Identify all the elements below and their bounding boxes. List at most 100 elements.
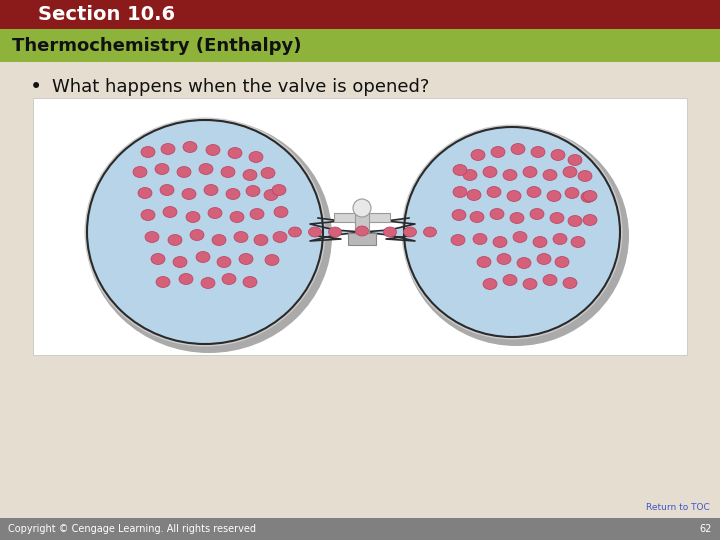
Ellipse shape (87, 120, 323, 344)
Ellipse shape (403, 227, 416, 237)
Ellipse shape (356, 226, 369, 236)
Bar (334, 213, 390, 222)
Ellipse shape (156, 276, 170, 287)
Ellipse shape (404, 127, 620, 337)
Ellipse shape (272, 185, 286, 195)
Ellipse shape (463, 170, 477, 180)
Ellipse shape (483, 166, 497, 178)
Text: What happens when the valve is opened?: What happens when the valve is opened? (52, 78, 429, 96)
Ellipse shape (161, 144, 175, 154)
Ellipse shape (160, 185, 174, 195)
Ellipse shape (453, 165, 467, 176)
Ellipse shape (163, 206, 177, 218)
Bar (0, 29, 720, 62)
Ellipse shape (563, 166, 577, 178)
Ellipse shape (201, 278, 215, 288)
Ellipse shape (510, 213, 524, 224)
Ellipse shape (243, 170, 257, 180)
Ellipse shape (173, 256, 187, 267)
Ellipse shape (491, 146, 505, 158)
Ellipse shape (565, 187, 579, 199)
Ellipse shape (513, 232, 527, 242)
Bar (33, 98, 687, 355)
Ellipse shape (507, 191, 521, 201)
Ellipse shape (179, 273, 193, 285)
Ellipse shape (503, 274, 517, 286)
Ellipse shape (217, 256, 231, 267)
Ellipse shape (487, 186, 501, 198)
Ellipse shape (453, 186, 467, 198)
Ellipse shape (226, 188, 240, 199)
Ellipse shape (568, 215, 582, 226)
Polygon shape (310, 218, 415, 241)
Text: 62: 62 (700, 524, 712, 534)
Ellipse shape (473, 233, 487, 245)
Ellipse shape (533, 237, 547, 247)
Bar (0, 0, 720, 29)
Ellipse shape (550, 213, 564, 224)
Ellipse shape (183, 141, 197, 152)
Ellipse shape (239, 253, 253, 265)
Text: Thermochemistry (Enthalpy): Thermochemistry (Enthalpy) (12, 37, 302, 55)
Ellipse shape (145, 232, 159, 242)
Ellipse shape (84, 118, 325, 347)
Bar (0, 518, 720, 540)
Ellipse shape (273, 232, 287, 242)
Ellipse shape (141, 210, 155, 220)
Ellipse shape (402, 125, 623, 340)
Ellipse shape (243, 276, 257, 287)
Ellipse shape (384, 227, 397, 237)
Ellipse shape (228, 147, 242, 159)
Ellipse shape (452, 210, 466, 220)
Ellipse shape (206, 145, 220, 156)
Text: Section 10.6: Section 10.6 (38, 5, 175, 24)
Ellipse shape (138, 187, 152, 199)
Ellipse shape (537, 253, 551, 265)
Ellipse shape (563, 278, 577, 288)
Ellipse shape (246, 186, 260, 197)
Ellipse shape (328, 227, 341, 237)
Ellipse shape (547, 191, 561, 201)
Ellipse shape (155, 164, 169, 174)
Ellipse shape (493, 237, 507, 247)
Ellipse shape (543, 170, 557, 180)
Text: Copyright © Cengage Learning. All rights reserved: Copyright © Cengage Learning. All rights… (8, 524, 256, 534)
Ellipse shape (497, 253, 511, 265)
Ellipse shape (265, 254, 279, 266)
Ellipse shape (583, 214, 597, 226)
Text: Return to TOC: Return to TOC (647, 503, 710, 512)
Ellipse shape (543, 274, 557, 286)
Ellipse shape (553, 233, 567, 245)
Bar (355, 209, 369, 237)
Ellipse shape (133, 166, 147, 178)
Ellipse shape (483, 279, 497, 289)
Ellipse shape (230, 212, 244, 222)
Ellipse shape (511, 144, 525, 154)
Ellipse shape (555, 256, 569, 267)
Ellipse shape (490, 208, 504, 219)
Ellipse shape (523, 279, 537, 289)
Ellipse shape (261, 167, 275, 179)
Ellipse shape (523, 166, 537, 178)
Ellipse shape (503, 170, 517, 180)
Ellipse shape (208, 207, 222, 219)
Ellipse shape (168, 234, 182, 246)
Ellipse shape (581, 192, 595, 202)
Ellipse shape (190, 230, 204, 240)
Ellipse shape (250, 208, 264, 219)
Ellipse shape (289, 227, 302, 237)
Ellipse shape (222, 273, 236, 285)
Ellipse shape (403, 126, 629, 346)
Ellipse shape (578, 171, 592, 181)
Bar (348, 233, 376, 245)
Ellipse shape (177, 166, 191, 178)
Ellipse shape (141, 146, 155, 158)
Ellipse shape (568, 154, 582, 165)
Ellipse shape (467, 190, 481, 200)
Ellipse shape (571, 237, 585, 247)
Ellipse shape (186, 212, 200, 222)
Ellipse shape (423, 227, 436, 237)
Ellipse shape (196, 252, 210, 262)
Ellipse shape (199, 164, 213, 174)
Ellipse shape (234, 232, 248, 242)
